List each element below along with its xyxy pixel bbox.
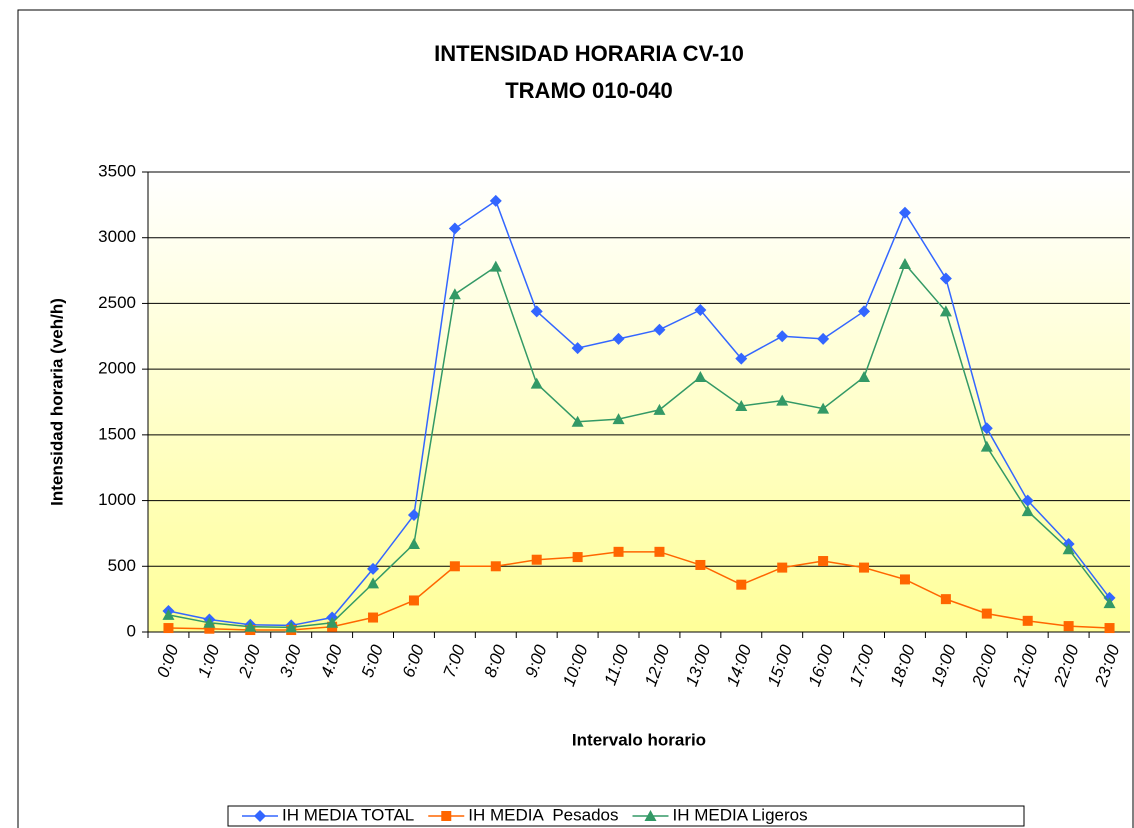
marker (530, 305, 543, 318)
marker (776, 394, 789, 406)
marker (653, 323, 666, 336)
marker (448, 222, 461, 235)
marker (817, 332, 830, 345)
legend-label: IH MEDIA Pesados (468, 805, 618, 824)
marker (285, 621, 298, 633)
marker (939, 305, 952, 317)
plot-area (148, 172, 1130, 632)
marker (1062, 543, 1075, 555)
marker (858, 305, 871, 318)
marker (653, 403, 666, 415)
marker (980, 422, 993, 435)
marker (694, 371, 707, 383)
marker (448, 288, 461, 300)
y-tick-label: 500 (108, 556, 136, 575)
chart-subtitle: TRAMO 010-040 (505, 78, 673, 103)
marker (1021, 494, 1034, 507)
marker (368, 612, 379, 623)
marker (980, 440, 993, 452)
marker (612, 413, 625, 425)
legend-label: IH MEDIA Ligeros (673, 805, 808, 824)
marker (531, 554, 542, 565)
marker (571, 342, 584, 355)
marker (162, 608, 175, 620)
marker (898, 258, 911, 269)
marker (818, 556, 829, 567)
marker (244, 620, 257, 632)
marker (449, 561, 460, 572)
marker (858, 371, 871, 383)
marker (613, 546, 624, 557)
marker (490, 561, 501, 572)
marker (654, 546, 665, 557)
y-tick-label: 0 (127, 621, 136, 640)
marker (1021, 505, 1034, 517)
marker (981, 608, 992, 619)
marker (407, 537, 420, 549)
legend-box (227, 805, 1025, 827)
marker (254, 810, 266, 822)
marker (203, 616, 216, 628)
series-line (168, 199, 1111, 627)
marker (776, 330, 789, 343)
marker (612, 332, 625, 345)
marker (489, 194, 502, 207)
marker (489, 260, 502, 272)
marker (735, 352, 748, 365)
marker (571, 415, 584, 427)
y-tick-label: 3000 (98, 227, 136, 246)
marker (407, 509, 420, 522)
y-tick-label: 2000 (98, 359, 136, 378)
series-line (168, 551, 1110, 631)
y-axis-title: Intensidad horaria (veh/h) (47, 298, 66, 506)
x-axis-title: Intervalo horario (572, 730, 706, 749)
marker (736, 579, 747, 590)
marker (1063, 621, 1074, 632)
marker (572, 552, 583, 563)
legend-label: IH MEDIA TOTAL (282, 805, 414, 824)
y-tick-label: 2500 (98, 293, 136, 312)
marker (163, 623, 174, 634)
marker (530, 377, 543, 389)
marker (899, 574, 910, 585)
marker (1022, 615, 1033, 626)
series-line (168, 262, 1111, 629)
marker (367, 577, 380, 589)
y-tick-label: 3500 (98, 161, 136, 180)
y-tick-label: 1000 (98, 490, 136, 509)
marker (939, 272, 952, 285)
marker (204, 623, 215, 634)
marker (777, 562, 788, 573)
marker (441, 811, 452, 821)
marker (408, 595, 419, 606)
y-tick-label: 1500 (98, 424, 136, 443)
marker (940, 594, 951, 605)
marker (1104, 623, 1115, 634)
marker (817, 402, 830, 414)
marker (644, 810, 657, 821)
marker (735, 399, 748, 411)
marker (694, 304, 707, 316)
marker (1103, 597, 1116, 609)
marker (695, 559, 706, 570)
chart-title: INTENSIDAD HORARIA CV-10 (434, 41, 744, 66)
marker (898, 206, 911, 219)
marker (367, 562, 380, 575)
marker (326, 616, 339, 628)
marker (859, 562, 870, 573)
